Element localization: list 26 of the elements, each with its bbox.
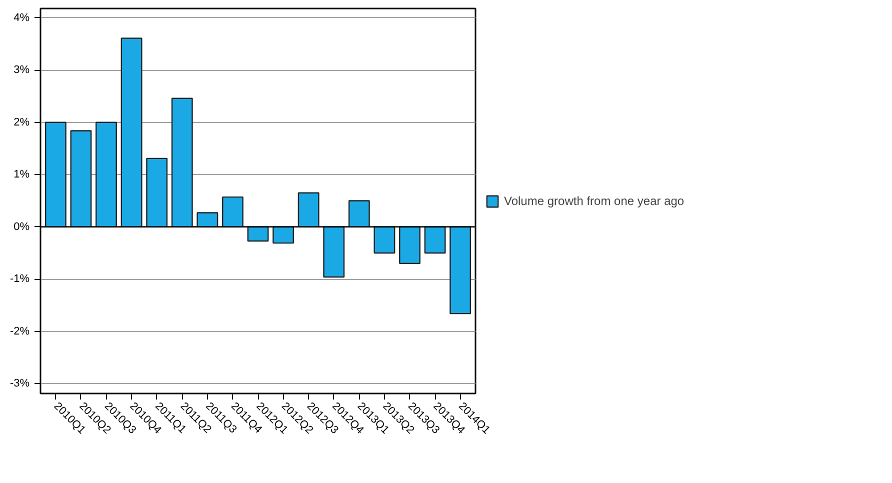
y-tick-label: -2%	[10, 325, 30, 338]
bar	[44, 122, 66, 228]
bar	[196, 212, 218, 228]
bar	[399, 226, 420, 264]
bar	[120, 38, 142, 228]
y-tick-label: 4%	[14, 12, 30, 24]
y-tick-label: -1%	[10, 273, 30, 286]
y-tick-label: 0%	[14, 220, 30, 233]
bar	[298, 192, 320, 228]
bar	[222, 196, 244, 228]
bar	[374, 226, 396, 254]
y-tick-label: -3%	[10, 378, 30, 390]
bar	[171, 98, 193, 228]
bar	[70, 130, 92, 228]
bar	[146, 158, 168, 228]
y-tick-label: 3%	[14, 64, 30, 76]
bar	[323, 226, 345, 278]
y-tick-label: 2%	[14, 116, 30, 128]
bar	[247, 226, 269, 242]
bar	[348, 200, 370, 228]
legend-label: Volume growth from one year ago	[504, 194, 684, 208]
bar	[272, 226, 294, 244]
bar	[450, 226, 472, 314]
bar	[424, 226, 446, 254]
bar	[96, 122, 117, 228]
y-tick-label: 1%	[14, 168, 30, 181]
